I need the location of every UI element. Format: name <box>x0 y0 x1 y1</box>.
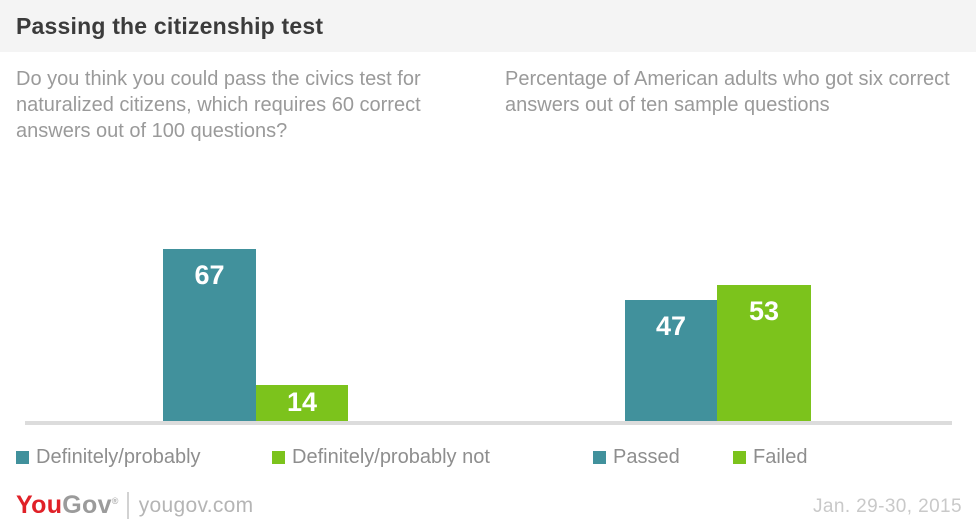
legend-item-passed: Passed <box>593 446 680 469</box>
right-chart-question: Percentage of American adults who got si… <box>505 68 950 116</box>
legend-label: Definitely/probably not <box>292 446 490 468</box>
legend-item-definitely-probably: Definitely/probably <box>16 446 201 469</box>
legend-swatch-green-icon <box>733 451 746 464</box>
legend-item-failed: Failed <box>733 446 807 469</box>
bar-value-label: 67 <box>194 260 225 290</box>
legend-label: Failed <box>753 446 808 468</box>
legend-label: Passed <box>613 446 680 468</box>
bar-value-label: 47 <box>655 311 687 341</box>
logo-gov-text: Gov <box>62 491 112 519</box>
bar-value-label: 14 <box>286 387 318 417</box>
yougov-url: yougov.com <box>138 493 254 517</box>
yougov-wordmark: YouGov® <box>16 491 119 520</box>
registered-mark-icon: ® <box>111 496 119 506</box>
bar-passed: 47 <box>625 300 717 421</box>
yougov-logo: YouGov® yougov.com <box>16 491 253 520</box>
x-axis-baseline <box>25 421 952 425</box>
bar-failed: 53 <box>717 285 811 421</box>
left-chart-question: Do you think you could pass the civics t… <box>16 68 421 142</box>
bar-definitely-probably: 67 <box>163 249 256 421</box>
page-title: Passing the citizenship test <box>16 12 324 39</box>
bar-definitely-probably-not: 14 <box>256 385 348 421</box>
header-bar: Passing the citizenship test <box>0 0 976 52</box>
legend-label: Definitely/probably <box>36 446 201 468</box>
bar-value-label: 53 <box>748 296 780 326</box>
legend-item-definitely-probably-not: Definitely/probably not <box>272 446 490 469</box>
legend-swatch-teal-icon <box>16 451 29 464</box>
legend-swatch-green-icon <box>272 451 285 464</box>
survey-date: Jan. 29-30, 2015 <box>812 496 962 517</box>
logo-you-text: You <box>16 491 63 519</box>
logo-divider <box>126 492 129 519</box>
legend-swatch-teal-icon <box>593 451 606 464</box>
